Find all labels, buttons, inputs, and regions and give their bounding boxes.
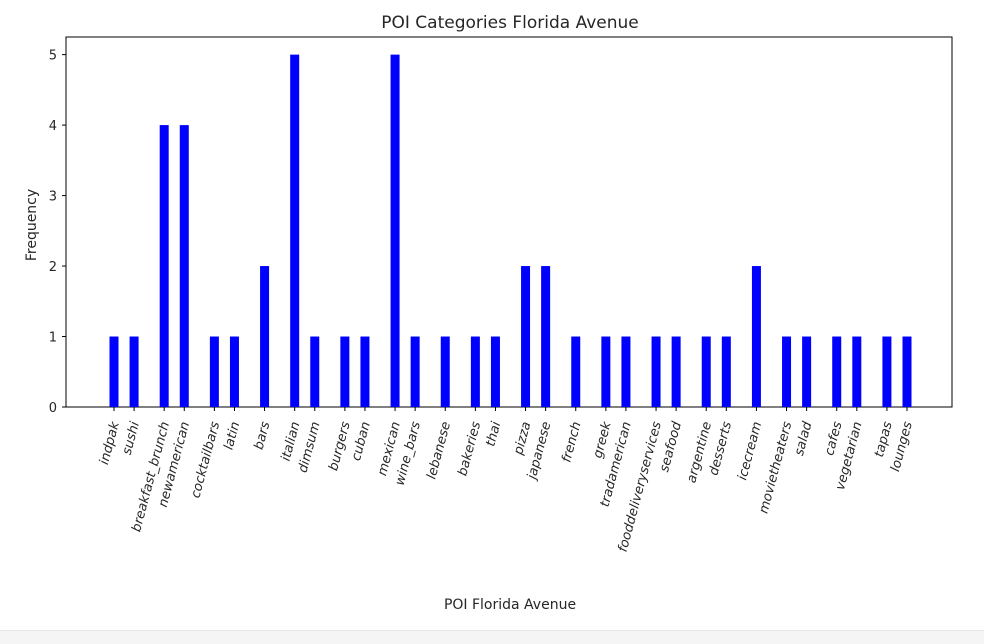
x-tick-label: thai <box>483 420 504 448</box>
x-tick-label: cocktailbars <box>188 420 223 500</box>
chart-title: POI Categories Florida Avenue <box>381 13 638 33</box>
x-tick-label: latin <box>221 420 243 451</box>
x-tick-label: sushi <box>120 420 143 457</box>
bar-movietheaters <box>782 336 792 407</box>
bar-fooddeliveryservices <box>651 336 661 407</box>
bar-bars <box>260 266 270 407</box>
bar-bakeries <box>470 336 480 407</box>
bar-greek <box>601 336 611 407</box>
bar-tradamerican <box>621 336 631 407</box>
y-tick-label: 2 <box>49 260 57 275</box>
bar-french <box>571 336 581 407</box>
bar-sushi <box>129 336 139 407</box>
bar-dimsum <box>310 336 320 407</box>
x-tick-label: bakeries <box>455 420 484 478</box>
bar-cocktailbars <box>209 336 219 407</box>
bar-chart: POI Categories Florida Avenue 0 1 2 3 4 5 ind… <box>24 13 953 613</box>
bar-cafes <box>832 336 842 407</box>
bar-japanese <box>541 266 551 407</box>
x-axis-label: POI Florida Avenue <box>444 597 576 613</box>
bar-vegetarian <box>852 336 862 407</box>
bar-mexican <box>390 54 400 408</box>
bar-cuban <box>360 336 370 407</box>
bar-pizza <box>521 266 531 407</box>
bar-tapas <box>882 336 892 407</box>
x-tick-label: bars <box>252 420 274 451</box>
bar-lebanese <box>440 336 450 407</box>
x-tick-label: french <box>559 420 584 464</box>
x-tick-label: salad <box>792 419 816 457</box>
bar-desserts <box>721 336 731 407</box>
y-axis: 0 1 2 3 4 5 <box>49 49 66 416</box>
y-tick-label: 5 <box>49 49 57 64</box>
bars-group <box>109 54 912 408</box>
bar-wine_bars <box>410 336 420 407</box>
x-axis: indpaksushibreakfast_brunchnewamericanco… <box>97 407 916 554</box>
bar-latin <box>229 336 239 407</box>
x-tick-label: lebanese <box>424 420 454 481</box>
bar-icecream <box>751 266 761 407</box>
bar-breakfast_brunch <box>159 125 169 407</box>
y-tick-label: 3 <box>49 190 57 205</box>
x-tick-label: icecream <box>735 420 765 482</box>
bar-salad <box>802 336 812 407</box>
bar-indpak <box>109 336 119 407</box>
bar-burgers <box>340 336 350 407</box>
plot-area <box>65 36 953 408</box>
x-tick-label: indpak <box>97 420 123 467</box>
y-tick-label: 1 <box>49 331 57 346</box>
x-tick-label: burgers <box>326 420 354 473</box>
bar-newamerican <box>179 125 189 407</box>
y-axis-label: Frequency <box>24 189 40 261</box>
bar-seafood <box>671 336 681 407</box>
bar-argentine <box>701 336 711 407</box>
y-tick-label: 0 <box>49 401 57 416</box>
output-footer-strip <box>0 630 984 644</box>
chart-container: POI Categories Florida Avenue 0 1 2 3 4 5 ind… <box>24 13 953 613</box>
bar-thai <box>490 336 500 407</box>
y-tick-label: 4 <box>49 119 57 134</box>
bar-italian <box>290 54 300 408</box>
bar-lounges <box>902 336 912 407</box>
